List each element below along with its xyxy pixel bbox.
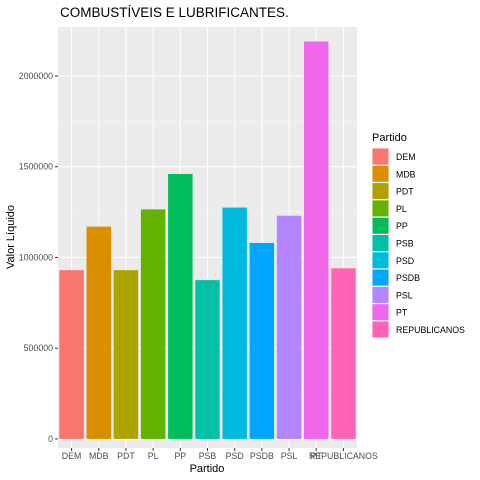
legend-swatch: [372, 148, 389, 165]
legend-swatch: [372, 269, 389, 286]
bar-pp: [168, 173, 193, 439]
x-tick-label: PL: [148, 451, 159, 461]
y-tick-label: 1000000: [19, 252, 53, 262]
bars: [59, 41, 356, 439]
legend-swatch: [372, 252, 389, 269]
legend-label: REPUBLICANOS: [396, 325, 465, 335]
legend-label: PDT: [396, 187, 414, 197]
bar-pt: [303, 41, 329, 439]
bar-psdb: [249, 242, 275, 439]
x-tick-label: MDB: [89, 451, 109, 461]
x-tick-label: PSL: [281, 451, 298, 461]
legend-swatch: [372, 235, 389, 251]
y-tick-label: 0: [48, 434, 53, 444]
legend-label: PSL: [396, 290, 413, 300]
legend-label: MDB: [396, 169, 416, 179]
x-tick-label: PP: [174, 451, 186, 461]
legend-swatch: [372, 321, 389, 338]
legend-title: Partido: [372, 132, 407, 144]
bar-psd: [222, 207, 247, 439]
legend-label: PL: [396, 204, 407, 214]
x-tick-label: PDT: [117, 451, 135, 461]
legend-swatch: [372, 183, 389, 200]
y-axis-title: Valor Líquido: [5, 205, 17, 269]
x-tick-label: PT: [311, 451, 323, 461]
legend-label: DEM: [396, 152, 416, 162]
chart-title: COMBUSTÍVEIS E LUBRIFICANTES.: [60, 5, 289, 20]
bar-mdb: [86, 226, 112, 439]
y-tick-label: 2000000: [19, 71, 53, 81]
bar-pl: [140, 209, 166, 439]
legend-swatch: [372, 217, 389, 234]
y-tick-label: 1500000: [19, 162, 53, 172]
y-axis: 0 500000 1000000 1500000 2000000: [19, 71, 58, 444]
bar-psb: [195, 280, 220, 439]
x-axis-title: Partido: [190, 463, 225, 475]
legend-label: PSDB: [396, 273, 420, 283]
legend-label: PP: [396, 221, 408, 231]
x-tick-label: DEM: [62, 451, 82, 461]
bar-dem: [59, 270, 84, 439]
bar-pdt: [113, 270, 139, 439]
y-tick-label: 500000: [24, 343, 53, 353]
legend-label: PT: [396, 308, 408, 318]
x-tick-label: PSDB: [250, 451, 274, 461]
bar-psl: [276, 215, 302, 439]
legend-label: PSD: [396, 256, 414, 266]
legend-label: PSB: [396, 239, 414, 249]
legend: Partido DEM MDB PDT PL PP PSB PSD PSDB PSL PT REPU…: [372, 132, 465, 338]
x-tick-label: PSB: [199, 451, 217, 461]
legend-swatch: [372, 200, 389, 217]
x-tick-label: REPUBLICANOS: [309, 451, 378, 461]
legend-swatch: [372, 304, 389, 321]
x-tick-label: PSD: [226, 451, 244, 461]
legend-swatch: [372, 165, 389, 182]
bar-republicanos: [331, 268, 356, 439]
legend-swatch: [372, 286, 389, 303]
